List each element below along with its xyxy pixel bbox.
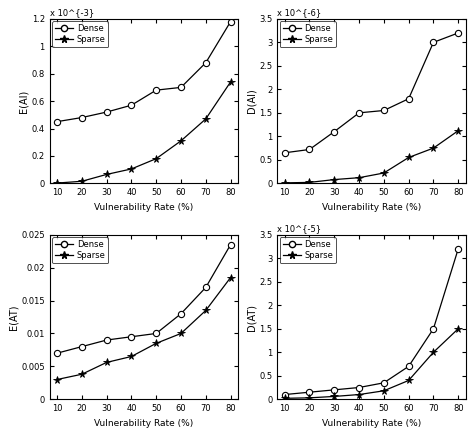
Y-axis label: E(AT): E(AT) xyxy=(9,304,18,330)
Y-axis label: E(AI): E(AI) xyxy=(18,89,29,113)
Legend: Dense, Sparse: Dense, Sparse xyxy=(52,237,109,263)
X-axis label: Vulnerability Rate (%): Vulnerability Rate (%) xyxy=(94,419,193,428)
X-axis label: Vulnerability Rate (%): Vulnerability Rate (%) xyxy=(322,419,421,428)
Y-axis label: D(AI): D(AI) xyxy=(246,89,256,113)
Y-axis label: D(AT): D(AT) xyxy=(246,303,256,330)
Text: x 10^{-6}: x 10^{-6} xyxy=(277,8,321,17)
X-axis label: Vulnerability Rate (%): Vulnerability Rate (%) xyxy=(94,203,193,212)
Text: x 10^{-3}: x 10^{-3} xyxy=(50,8,94,17)
Text: x 10^{-5}: x 10^{-5} xyxy=(277,224,321,233)
Legend: Dense, Sparse: Dense, Sparse xyxy=(52,21,109,47)
X-axis label: Vulnerability Rate (%): Vulnerability Rate (%) xyxy=(322,203,421,212)
Legend: Dense, Sparse: Dense, Sparse xyxy=(280,21,336,47)
Legend: Dense, Sparse: Dense, Sparse xyxy=(280,237,336,263)
